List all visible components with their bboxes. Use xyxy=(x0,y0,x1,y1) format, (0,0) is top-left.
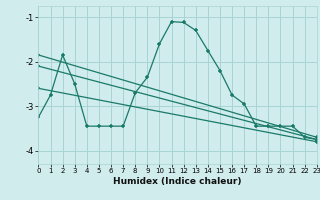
X-axis label: Humidex (Indice chaleur): Humidex (Indice chaleur) xyxy=(113,177,242,186)
